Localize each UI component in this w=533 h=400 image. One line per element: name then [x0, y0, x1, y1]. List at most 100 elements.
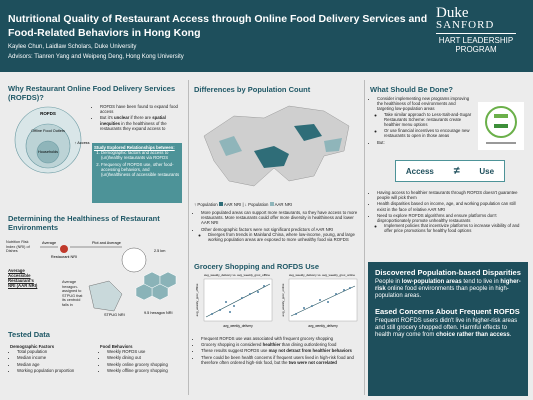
bullet: Grocery shopping is considered healthier… [201, 342, 359, 347]
conclusion-heading: Discovered Population-based Disparities [375, 268, 521, 277]
bullet: There could be been health concerns if f… [201, 355, 359, 365]
bullet: Frequency of ROFDS use, other food-acces… [101, 162, 180, 178]
text: in the healthiness of the restaurants th… [100, 120, 167, 131]
high-pop-area [254, 146, 289, 168]
study-box: Study Explored Relationships between: De… [92, 143, 182, 203]
access-use-box: Access ≠ Use [395, 160, 505, 182]
plot-title: avg_weekly_delivery vs. avg_weekly_groc_… [289, 273, 355, 277]
bullet: Frequent ROFDS use was associated with f… [201, 336, 359, 341]
stpug-label: STPUG NRI [104, 313, 125, 317]
bullet: Weekly online grocery shopping [107, 362, 180, 367]
text: Need to explore ROFDS algorithms and ens… [377, 212, 497, 224]
column-list: Weekly ROFDS useWeekly dining out Weekly … [100, 349, 180, 373]
average-label: Average [42, 241, 56, 245]
column-title: Demographic Factors [10, 344, 55, 349]
list: More populated areas can support more re… [194, 210, 359, 242]
list: Total populationMedian income Median ageW… [10, 349, 90, 373]
logo-caption [486, 142, 516, 144]
study-list: Demographic factors and access to (un)he… [94, 150, 180, 177]
bullet: But: [377, 140, 472, 145]
list: Weekly ROFDS useWeekly dining out Weekly … [100, 349, 180, 373]
column-list: Total populationMedian income Median ageW… [10, 349, 90, 373]
logo-ring [485, 106, 517, 138]
divider [188, 80, 189, 395]
bullet-list: Consider implementing new programs impro… [370, 96, 472, 146]
plot: avg_weekly_delivery vs. avg_weekly_groc_… [281, 273, 358, 328]
bullet-list: ROFDS have been found to expand food acc… [93, 104, 185, 132]
inner-circle [36, 140, 60, 164]
header-band [0, 0, 533, 72]
section-heading: What Should Be Done? [370, 85, 453, 94]
x-axis-label: avg_weekly_delivery [223, 324, 253, 328]
sub-bullet: Diverges from trends in Mainland China, … [208, 232, 359, 242]
outer-label: ROFDS [40, 111, 56, 116]
logo-hart: HART LEADERSHIP [438, 36, 514, 45]
legend-item: ↑ Population [194, 202, 218, 207]
stpug-shape [88, 280, 123, 312]
sub-list: Implement policies that incentivize plat… [377, 223, 525, 233]
sub-list: Take similar approach to Less-Salt-and-S… [377, 112, 472, 139]
y-axis-label: avg_weekly_groc_offline [195, 283, 199, 316]
bullet: These results suggest ROFDS use may not … [201, 348, 359, 353]
bold-text: higher-risk [375, 279, 521, 293]
bullet-list: More populated areas can support more re… [194, 210, 359, 243]
restaurant-pin [60, 245, 68, 253]
list: Consider implementing new programs impro… [370, 96, 472, 145]
list: Frequent ROFDS use was associated with f… [194, 336, 359, 365]
campaign-logo [478, 102, 524, 150]
legend-swatch [218, 202, 223, 206]
map [203, 105, 350, 187]
text: There could be been health concerns if f… [201, 354, 354, 365]
logo-sanford: SANFORD [436, 19, 495, 31]
km-label: 2.5 km [154, 249, 165, 253]
trend-line [205, 283, 271, 318]
conclusion-box: Discovered Population-based Disparities … [368, 262, 528, 396]
logo-program: PROGRAM [455, 45, 497, 54]
study-box-title: Study Explored Relationships between: [94, 145, 175, 150]
nri-diagram: Nutrition Risk Index (NRI) of Dishes Ave… [6, 240, 177, 317]
plot-title: avg_weekly_delivery vs. avg_weekly_groc_… [204, 273, 270, 277]
logo-mark [494, 124, 508, 128]
text: online food environments than people in … [375, 286, 509, 300]
low-pop-area [324, 138, 342, 152]
legend-item: ↓ Population [244, 202, 269, 207]
data-column: Demographic Factors Total populationMedi… [10, 344, 90, 374]
sub-bullet: Take similar approach to Less-Salt-and-S… [384, 112, 472, 128]
text: People in [375, 279, 402, 285]
sub-list: Diverges from trends in Mainland China, … [201, 232, 359, 242]
section-heading: Differences by Population Count [194, 85, 311, 94]
restaurant-label: Restaurant NRI [51, 255, 77, 259]
logo-mark [494, 114, 508, 118]
text: But it's [100, 115, 114, 121]
column-title: Food Behaviors [100, 344, 133, 349]
bullet: Consider implementing new programs impro… [377, 96, 472, 139]
legend-item: AAR NRI [274, 202, 293, 207]
authors: Kaylee Chun, Laidlaw Scholars, Duke Univ… [8, 44, 137, 50]
plot-area [203, 278, 273, 322]
text: Grocery shopping is considered [201, 342, 263, 348]
bold-text: two were not correlated [288, 359, 337, 365]
map-legend: ↑ Population AAR NRI | ↓ Population AAR … [194, 202, 293, 207]
text: than dining out/ordering food [280, 342, 337, 348]
poster-title: Nutritional Quality of Restaurant Access… [8, 13, 428, 39]
section-heading: Tested Data [8, 330, 50, 339]
conclusion-text: People in low-population areas tend to l… [375, 279, 521, 301]
bold-text: may not detract from healthier behaviors [268, 348, 352, 354]
low-pop-area [219, 136, 242, 156]
bullet: Median age [17, 362, 90, 367]
section-heading: Grocery Shopping and ROFDS Use [194, 262, 320, 271]
nri-labels: Nutrition Risk Index (NRI) of Dishes Ave… [6, 240, 173, 317]
plot-label: Plot and Average [92, 241, 121, 245]
section-heading: Why Restaurant Online Food Delivery Serv… [8, 84, 176, 102]
use-label: Use [479, 166, 495, 176]
neq-symbol: ≠ [453, 165, 460, 177]
legend-item: AAR NRI [223, 202, 242, 207]
logo-rule [436, 33, 516, 34]
hexagon-label: 9.5 hexagon NRI [144, 311, 173, 315]
logo-duke: Duke [436, 5, 469, 21]
y-axis-label: avg_weekly_groc_online [281, 283, 285, 316]
list: Having access to healthier restaurants t… [370, 190, 525, 234]
points [211, 285, 265, 315]
section-heading: Determining the Healthiness of Restauran… [8, 214, 160, 232]
access-label: Access [405, 166, 434, 176]
